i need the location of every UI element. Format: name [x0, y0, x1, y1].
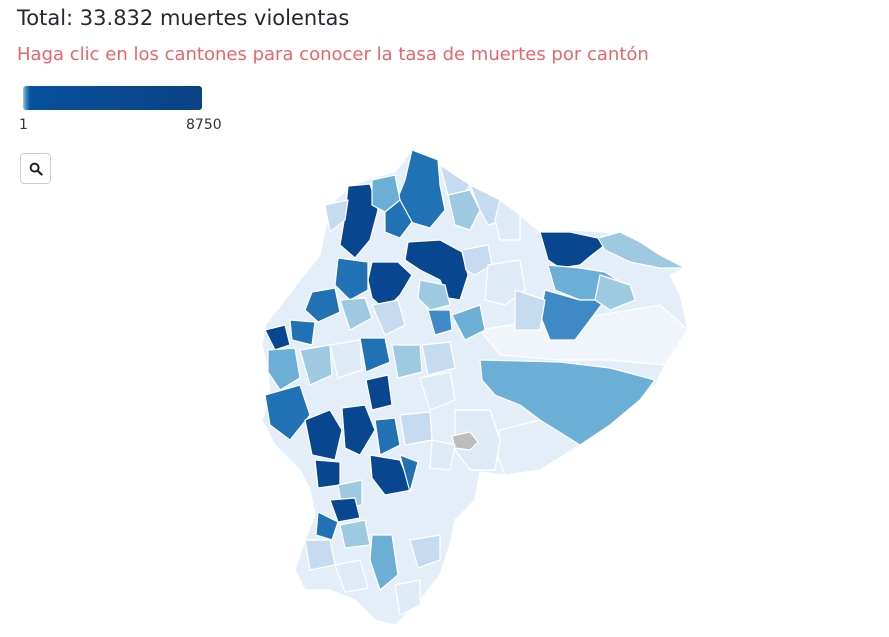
instruction-text: Haga clic en los cantones para conocer l… [17, 44, 649, 65]
canton-region[interactable] [409, 534, 441, 569]
canton-region[interactable] [334, 559, 369, 593]
canton-region[interactable] [365, 374, 393, 411]
search-icon [29, 162, 43, 176]
canton-region[interactable] [417, 279, 451, 311]
canton-region[interactable] [369, 454, 413, 496]
canton-region[interactable] [359, 337, 391, 373]
canton-region[interactable] [461, 244, 493, 276]
total-deaths-label: Total: 33.832 muertes violentas [17, 6, 350, 30]
canton-region[interactable] [329, 339, 363, 379]
canton-region[interactable] [314, 459, 341, 489]
canton-region[interactable] [597, 231, 686, 269]
canton-region[interactable] [329, 497, 361, 523]
canton-region[interactable] [447, 189, 481, 231]
canton-region[interactable] [341, 404, 376, 456]
canton-region[interactable] [334, 257, 369, 301]
canton-region[interactable] [384, 199, 413, 239]
canton-region[interactable] [267, 347, 301, 391]
canton-region[interactable] [324, 199, 349, 233]
canton-region[interactable] [427, 309, 453, 336]
canton-region[interactable] [394, 149, 446, 229]
canton-region[interactable] [419, 371, 456, 411]
canton-region[interactable] [451, 304, 486, 341]
canton-region[interactable] [264, 384, 311, 441]
canton-region[interactable] [391, 344, 423, 379]
canton-region[interactable] [289, 319, 316, 346]
canton-region[interactable] [374, 417, 401, 456]
canton-region[interactable] [514, 289, 546, 331]
legend-max-label: 8750 [186, 117, 222, 133]
legend-min-label: 1 [19, 117, 28, 133]
canton-region[interactable] [399, 454, 419, 493]
canton-region[interactable] [394, 579, 421, 616]
canton-region[interactable] [299, 344, 333, 386]
canton-region[interactable] [339, 297, 373, 331]
canton-region[interactable] [304, 287, 341, 323]
color-scale-bar [23, 86, 202, 110]
zoom-button[interactable] [20, 153, 51, 184]
canton-region[interactable] [399, 411, 433, 446]
canton-region[interactable] [264, 324, 291, 351]
canton-region[interactable] [454, 409, 501, 471]
canton-region[interactable] [494, 199, 521, 241]
canton-region[interactable] [369, 534, 399, 591]
canton-region[interactable] [315, 511, 339, 541]
canton-region[interactable] [304, 409, 343, 461]
canton-region[interactable] [371, 299, 406, 336]
canton-region[interactable] [421, 341, 456, 376]
canton-region[interactable] [494, 419, 581, 476]
canton-region[interactable] [594, 274, 636, 311]
canton-region[interactable] [339, 519, 371, 549]
canton-region[interactable] [429, 439, 456, 471]
canton-region[interactable] [304, 539, 336, 571]
canton-region[interactable] [404, 239, 469, 301]
canton-region[interactable] [539, 231, 606, 269]
